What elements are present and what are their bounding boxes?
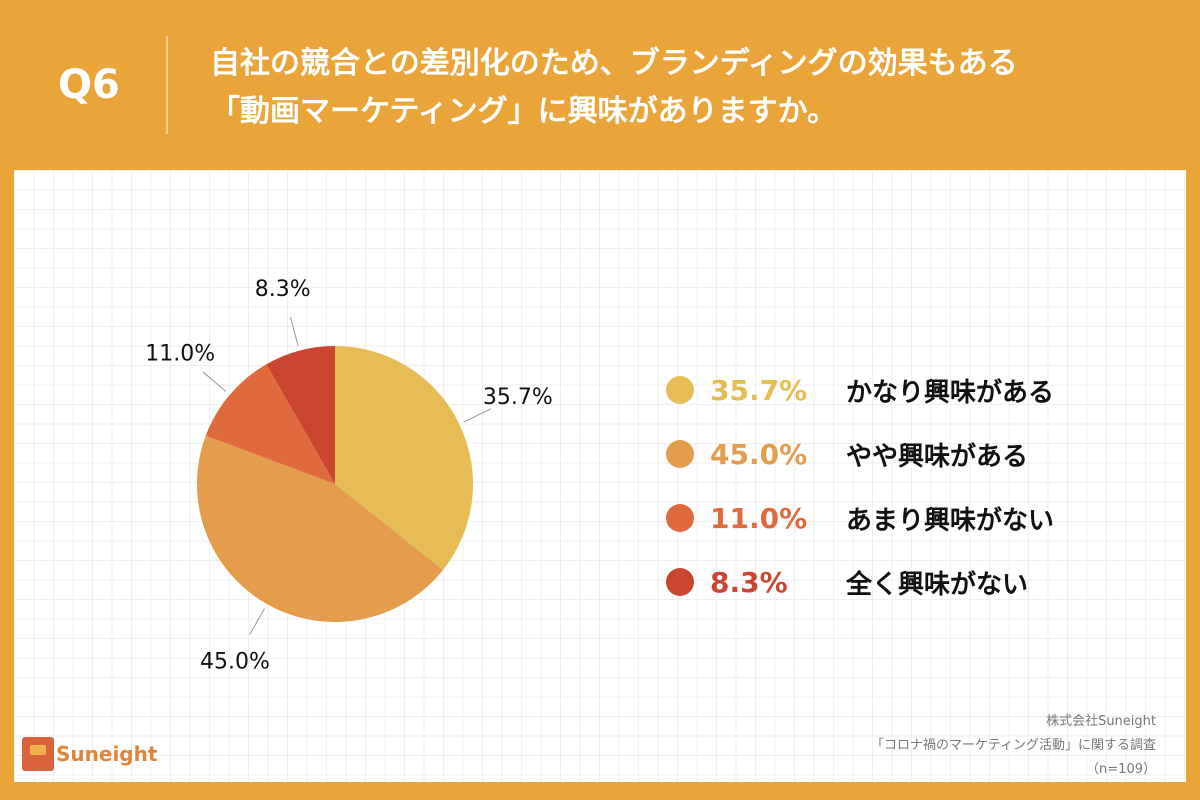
leader-line: [289, 316, 299, 346]
source-note: 株式会社Suneight 「コロナ禍のマーケティング活動」に関する調査 （n=1…: [871, 710, 1156, 782]
legend-label: やや興味がある: [846, 441, 1029, 472]
legend-label: かなり興味がある: [846, 377, 1055, 408]
sample-size: （n=109）: [1086, 762, 1156, 777]
data-label: 11.0%: [145, 342, 215, 367]
legend-dot: [666, 376, 694, 404]
legend-dot: [666, 504, 694, 532]
logo-icon: [22, 737, 54, 771]
legend-percent: 8.3%: [710, 565, 788, 599]
company-name: 株式会社Suneight: [1046, 714, 1156, 729]
legend-percent: 45.0%: [710, 437, 808, 471]
pie-slice: [266, 346, 335, 484]
legend-item: 45.0% やや興味がある: [666, 422, 1054, 486]
pie-slice: [335, 346, 474, 570]
leader-line: [249, 608, 265, 635]
pie-slice: [205, 364, 335, 484]
data-label: 8.3%: [255, 277, 311, 302]
legend-item: 11.0% あまり興味がない: [666, 486, 1054, 550]
legend-item: 8.3% 全く興味がない: [666, 550, 1054, 614]
question-title: 自社の競合との差別化のため、ブランディングの効果もある 「動画マーケティング」に…: [210, 40, 1170, 136]
leader-line: [202, 371, 227, 392]
legend-percent: 35.7%: [710, 373, 808, 407]
legend-dot: [666, 440, 694, 468]
data-label: 45.0%: [200, 650, 270, 675]
data-label: 35.7%: [483, 385, 553, 410]
title-line-1: 自社の競合との差別化のため、ブランディングの効果もある: [210, 46, 1018, 81]
question-number: Q6: [58, 62, 120, 108]
pie-slice: [196, 435, 443, 622]
leader-line: [463, 408, 492, 423]
suneight-logo: Suneight: [22, 737, 157, 771]
legend-item: 35.7% かなり興味がある: [666, 358, 1054, 422]
legend-label: 全く興味がない: [846, 569, 1029, 600]
survey-name: 「コロナ禍のマーケティング活動」に関する調査: [871, 738, 1156, 753]
legend: 35.7% かなり興味がある 45.0% やや興味がある 11.0% あまり興味がない…: [666, 358, 1054, 614]
legend-dot: [666, 568, 694, 596]
legend-label: あまり興味がない: [846, 505, 1055, 536]
legend-percent: 11.0%: [710, 501, 808, 535]
title-line-2: 「動画マーケティング」に興味がありますか。: [210, 94, 837, 129]
divider: [166, 36, 168, 134]
logo-text: Suneight: [56, 742, 158, 766]
